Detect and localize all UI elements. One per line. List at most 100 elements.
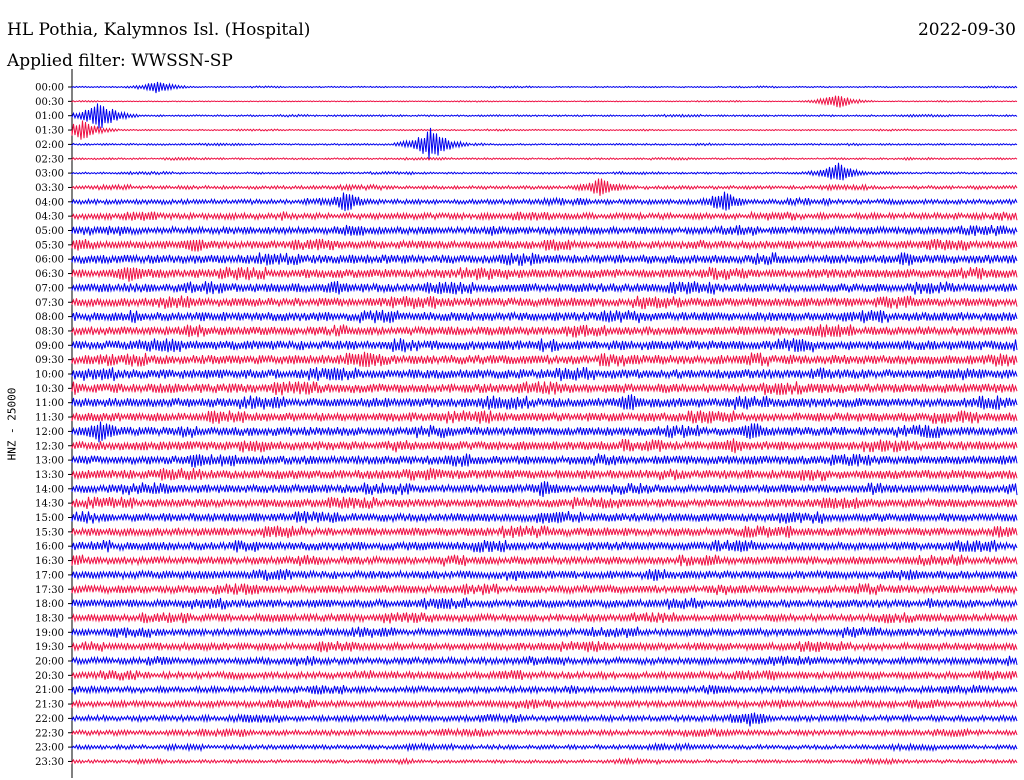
seismic-trace-line <box>71 612 1018 624</box>
row-time-label: 06:30 <box>35 269 64 280</box>
seismic-trace-line <box>71 252 1018 266</box>
row-time-label: 17:30 <box>35 585 64 596</box>
seismic-trace-line <box>71 568 1018 581</box>
date-label: 2022-09-30 <box>917 20 1016 40</box>
row-time-label: 22:30 <box>35 728 64 739</box>
seismic-trace-line <box>71 712 1018 727</box>
row-time-label: 19:30 <box>35 642 64 653</box>
seismic-trace-line <box>71 467 1018 482</box>
station-title: HL Pothia, Kalymnos Isl. (Hospital) <box>7 20 311 40</box>
seismic-trace-line <box>71 453 1018 468</box>
seismic-trace-line <box>71 727 1018 739</box>
row-time-label: 09:30 <box>35 355 64 366</box>
row-time-label: 11:30 <box>35 413 64 424</box>
seismic-trace-line <box>71 280 1018 295</box>
row-time-label: 17:00 <box>35 570 64 581</box>
row-time-label: 12:30 <box>35 441 64 452</box>
seismic-trace-line <box>71 295 1018 310</box>
seismic-trace-line <box>71 338 1018 353</box>
row-time-label: 12:00 <box>35 427 64 438</box>
row-time-label: 13:00 <box>35 456 64 467</box>
seismic-trace-line <box>71 162 1018 181</box>
seismic-trace-line <box>71 127 1018 160</box>
row-time-label: 04:30 <box>35 212 64 223</box>
row-time-label: 23:30 <box>35 757 64 768</box>
seismic-trace-line <box>71 238 1018 252</box>
seismic-trace-line <box>71 511 1018 524</box>
row-time-label: 07:30 <box>35 298 64 309</box>
seismic-trace-line <box>71 156 1018 162</box>
row-time-label: 00:30 <box>35 97 64 108</box>
row-time-label: 20:30 <box>35 671 64 682</box>
seismic-trace-line <box>71 757 1018 766</box>
row-time-label: 19:00 <box>35 628 64 639</box>
seismic-trace-line <box>71 597 1018 610</box>
row-time-label: 18:00 <box>35 599 64 610</box>
seismic-trace-line <box>71 224 1018 237</box>
row-time-label: 10:30 <box>35 384 64 395</box>
seismic-trace-line <box>71 410 1018 424</box>
row-time-label: 21:30 <box>35 700 64 711</box>
seismic-trace-line <box>71 210 1018 222</box>
seismic-trace-line <box>71 438 1018 454</box>
seismic-trace-line <box>71 525 1018 539</box>
seismic-trace-line <box>71 684 1018 696</box>
seismic-trace-line <box>71 367 1018 382</box>
seismic-trace-line <box>71 324 1018 338</box>
row-time-label: 21:00 <box>35 685 64 696</box>
row-time-label: 05:30 <box>35 240 64 251</box>
seismic-trace-line <box>71 421 1018 443</box>
seismic-trace-line <box>71 266 1018 282</box>
seismic-trace-line <box>71 381 1018 396</box>
row-time-label: 08:00 <box>35 312 64 323</box>
row-time-label: 08:30 <box>35 326 64 337</box>
seismic-trace-line <box>71 669 1018 681</box>
seismic-trace-line <box>71 95 1018 108</box>
row-time-label: 01:30 <box>35 126 64 137</box>
seismic-trace-line <box>71 655 1018 667</box>
seismic-trace-line <box>71 583 1018 596</box>
seismic-trace-line <box>71 191 1018 212</box>
row-time-label: 20:00 <box>35 657 64 668</box>
seismic-trace-line <box>71 81 1018 94</box>
seismic-trace-line <box>71 496 1018 510</box>
row-time-label: 07:00 <box>35 283 64 294</box>
seismic-trace-line <box>71 394 1018 411</box>
seismic-trace-line <box>71 309 1018 324</box>
row-time-label: 23:00 <box>35 743 64 754</box>
row-time-label: 16:30 <box>35 556 64 567</box>
row-time-label: 01:00 <box>35 111 64 122</box>
seismic-trace-line <box>71 626 1018 638</box>
row-time-label: 05:00 <box>35 226 64 237</box>
row-time-label: 02:30 <box>35 154 64 165</box>
row-time-label: 09:00 <box>35 341 64 352</box>
row-time-label: 13:30 <box>35 470 64 481</box>
row-time-label: 11:00 <box>35 398 64 409</box>
row-time-label: 02:00 <box>35 140 64 151</box>
row-time-label: 04:00 <box>35 197 64 208</box>
row-time-label: 18:30 <box>35 613 64 624</box>
seismic-trace-line <box>71 481 1018 498</box>
row-time-label: 14:30 <box>35 499 64 510</box>
row-time-label: 00:00 <box>35 83 64 94</box>
seismic-trace-line <box>71 741 1018 753</box>
seismic-trace-line <box>71 103 1018 129</box>
row-time-label: 10:00 <box>35 370 64 381</box>
row-time-label: 03:30 <box>35 183 64 194</box>
row-time-label: 14:00 <box>35 484 64 495</box>
seismic-trace-line <box>71 178 1018 196</box>
seismic-trace-line <box>71 554 1018 567</box>
row-time-label: 22:00 <box>35 714 64 725</box>
row-time-label: 06:00 <box>35 255 64 266</box>
row-time-label: 16:00 <box>35 542 64 553</box>
filter-label: Applied filter: WWSSN-SP <box>7 51 233 71</box>
row-time-label: 03:00 <box>35 169 64 180</box>
seismic-trace-line <box>71 539 1018 553</box>
row-time-label: 15:30 <box>35 527 64 538</box>
seismic-trace-line <box>71 698 1018 710</box>
seismic-trace-line <box>71 641 1018 653</box>
seismic-trace-line <box>71 120 1018 140</box>
seismic-trace-line <box>71 351 1018 367</box>
row-time-label: 15:00 <box>35 513 64 524</box>
